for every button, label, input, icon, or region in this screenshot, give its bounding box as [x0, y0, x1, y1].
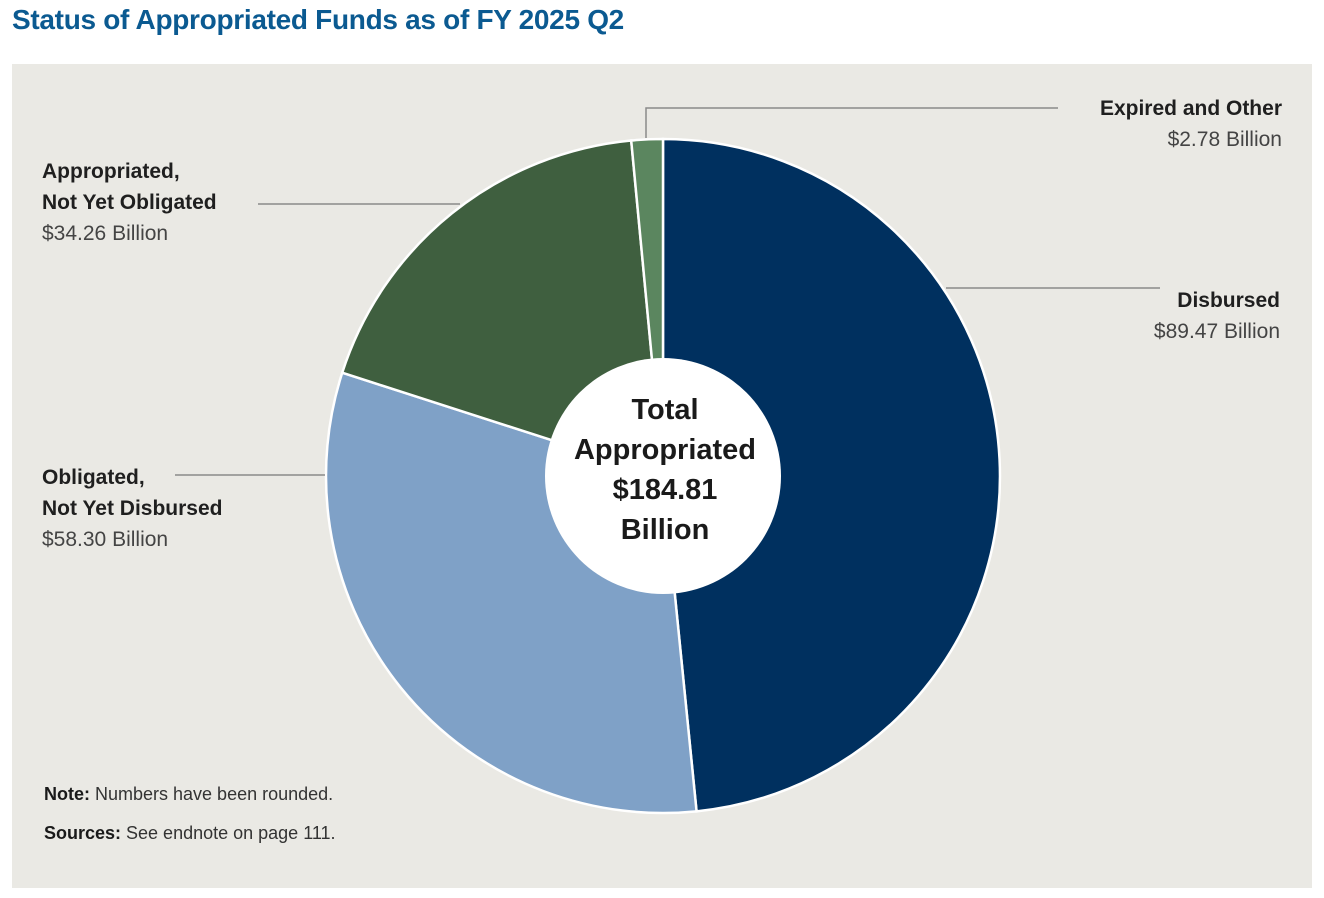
sources-line: Sources: See endnote on page 111.	[44, 823, 336, 844]
slice-value-expired: $2.78 Billion	[1167, 128, 1282, 151]
label-obligated: Obligated, Not Yet Disbursed $58.30 Bill…	[42, 462, 223, 555]
label-appropriated: Appropriated, Not Yet Obligated $34.26 B…	[42, 156, 217, 249]
slice-value-disbursed: $89.47 Billion	[1153, 320, 1280, 343]
center-total-label: Total Appropriated $184.81 Billion	[573, 394, 757, 546]
note-text: Numbers have been rounded.	[90, 784, 334, 804]
slice-name-expired: Expired and Other	[1099, 97, 1282, 120]
page-title: Status of Appropriated Funds as of FY 20…	[12, 4, 624, 35]
pie-slice-disbursed	[661, 137, 1002, 813]
sources-text: See endnote on page 111.	[121, 823, 336, 843]
leader-line-expired	[645, 107, 1058, 138]
slice-value-appropriated: $34.26 Billion	[42, 222, 169, 245]
slice-name-appropriated: Appropriated, Not Yet Obligated	[42, 160, 217, 214]
slice-name-obligated: Obligated, Not Yet Disbursed	[42, 466, 223, 520]
slice-name-disbursed: Disbursed	[1177, 289, 1280, 312]
label-expired: Expired and Other $2.78 Billion	[1100, 93, 1282, 155]
note-label: Note:	[44, 784, 90, 804]
center-hole	[545, 358, 781, 594]
slice-value-obligated: $58.30 Billion	[42, 528, 169, 551]
note-line: Note: Numbers have been rounded.	[44, 784, 333, 805]
label-disbursed: Disbursed $89.47 Billion	[1154, 285, 1280, 347]
sources-label: Sources:	[44, 823, 122, 843]
